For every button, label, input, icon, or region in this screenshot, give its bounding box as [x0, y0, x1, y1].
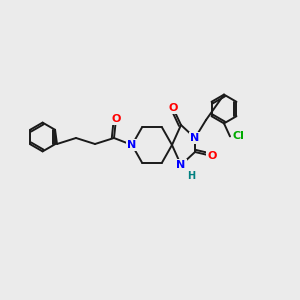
Text: N: N	[190, 133, 200, 143]
Text: N: N	[176, 160, 186, 170]
Text: H: H	[187, 171, 195, 181]
Text: O: O	[111, 114, 121, 124]
Text: O: O	[168, 103, 178, 113]
Text: N: N	[128, 140, 136, 150]
Text: O: O	[207, 151, 217, 161]
Text: Cl: Cl	[232, 131, 244, 141]
